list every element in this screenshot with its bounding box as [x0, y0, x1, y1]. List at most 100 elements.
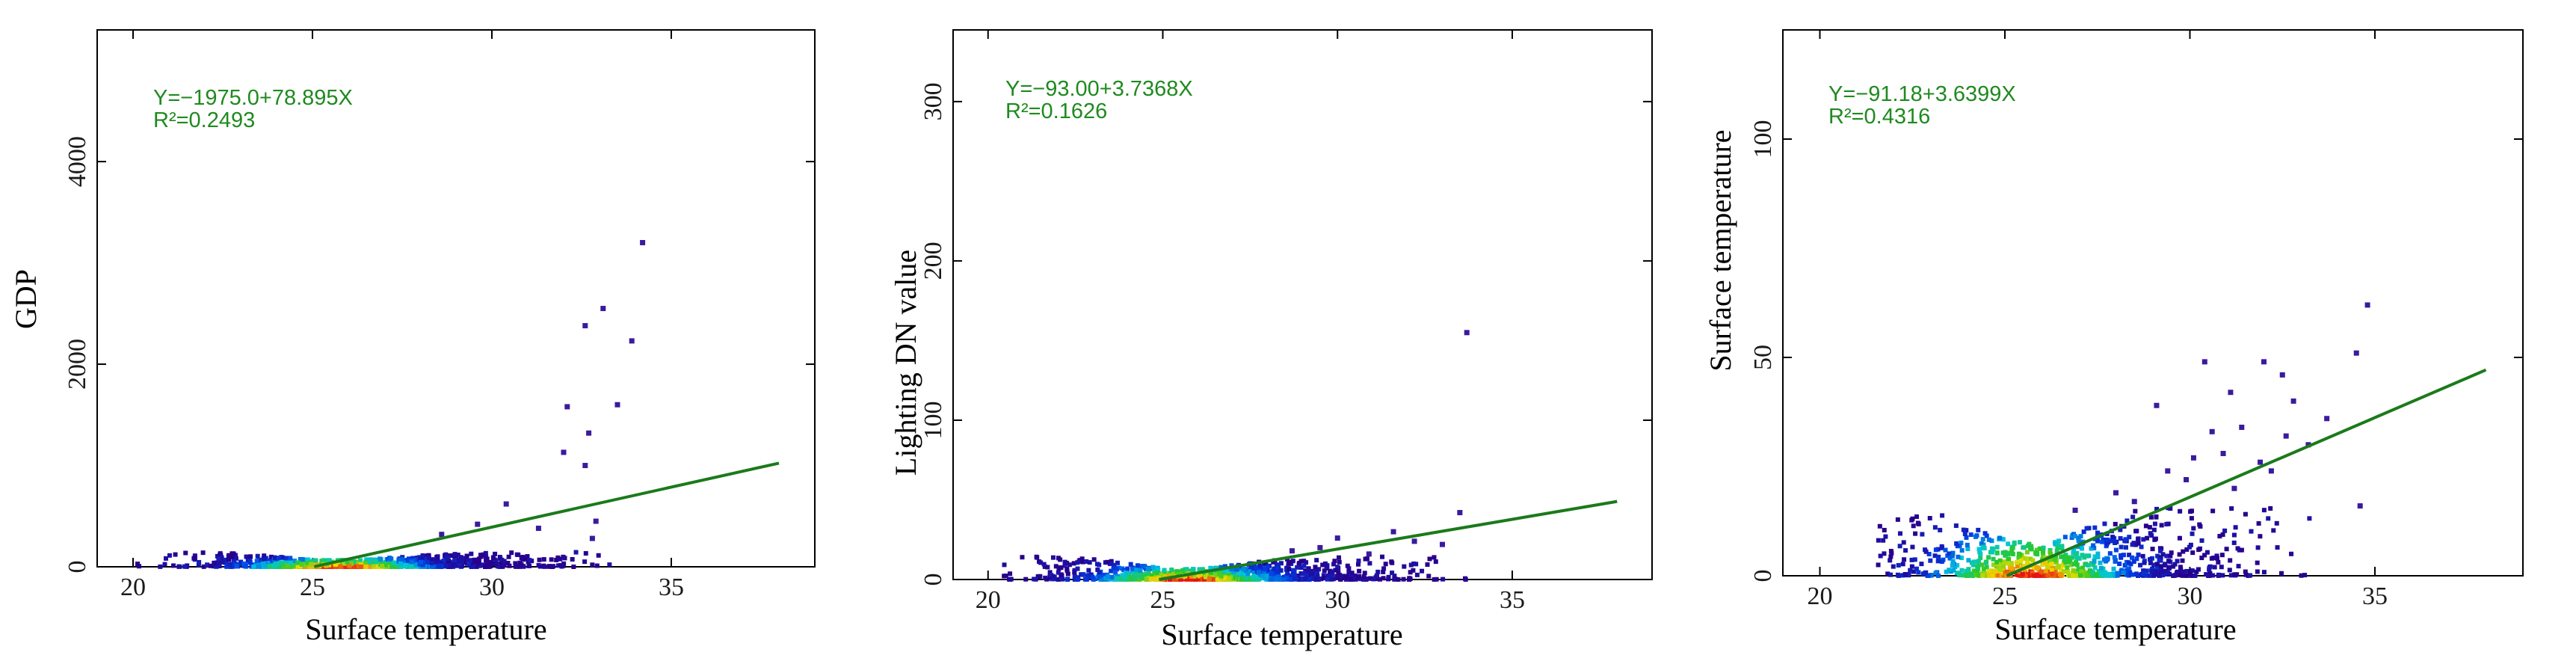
scatter-cell	[280, 555, 286, 560]
scatter-cell	[1966, 558, 1971, 563]
scatter-cell	[1059, 565, 1064, 571]
scatter-cell	[2150, 547, 2155, 552]
r-squared: R²=0.1626	[1005, 99, 1107, 123]
scatter-cell	[1955, 544, 1960, 549]
scatter-cell	[308, 562, 313, 568]
scatter-cell	[1982, 571, 1988, 576]
scatter-cell	[1056, 577, 1061, 582]
scatter-point	[2357, 503, 2363, 509]
scatter-cell	[1970, 562, 1976, 568]
scatter-cell	[1144, 577, 1149, 582]
scatter-cell	[1357, 574, 1362, 579]
scatter-cell	[1062, 563, 1067, 568]
scatter-cell	[1909, 557, 1914, 562]
scatter-cell	[502, 559, 507, 564]
scatter-cell	[1272, 571, 1278, 577]
scatter-cell	[1427, 556, 1432, 562]
regression-line	[1159, 499, 1618, 581]
x-tick-label: 35	[2362, 582, 2388, 610]
scatter-cell	[1090, 574, 1095, 580]
scatter-cell	[269, 564, 274, 569]
scatter-cell	[1950, 553, 1955, 559]
scatter-cell	[2006, 556, 2012, 562]
scatter-cell	[2256, 521, 2261, 526]
scatter-point	[600, 306, 606, 312]
scatter-cell	[1316, 577, 1322, 582]
scatter-cell	[452, 552, 457, 557]
scatter-cell	[2060, 563, 2065, 568]
scatter-cell	[1891, 564, 1896, 569]
scatter-cell	[2102, 521, 2107, 526]
scatter-cell	[1130, 567, 1136, 572]
scatter-point	[593, 518, 599, 524]
scatter-cell	[1256, 570, 1261, 575]
scatter-cell	[1097, 562, 1102, 568]
scatter-cell	[2148, 573, 2154, 578]
scatter-cell	[1314, 558, 1319, 563]
scatter-cell	[2158, 570, 2163, 575]
scatter-cell	[1348, 577, 1353, 582]
scatter-cell	[1285, 570, 1290, 575]
scatter-cell	[1981, 567, 1986, 572]
scatter-cell	[1065, 571, 1070, 577]
scatter-cell	[1086, 568, 1091, 573]
scatter-cell	[345, 559, 350, 565]
scatter-cell	[1222, 576, 1227, 581]
scatter-cell	[2085, 553, 2090, 559]
scatter-cell	[2166, 570, 2171, 575]
scatter-cell	[2074, 562, 2080, 568]
scatter-cell	[358, 564, 363, 569]
scatter-cell	[1032, 577, 1037, 582]
scatter-cell	[1197, 568, 1202, 574]
scatter-cell	[1888, 572, 1894, 577]
scatter-cell	[1286, 573, 1291, 578]
scatter-cell	[469, 558, 475, 563]
x-tick-label: 20	[976, 586, 1001, 614]
scatter-cell	[385, 560, 390, 565]
scatter-cell	[549, 565, 555, 569]
scatter-cell	[2158, 548, 2163, 553]
scatter-cell	[425, 564, 430, 569]
scatter-cell	[1901, 540, 1906, 545]
scatter-cell	[1115, 576, 1120, 581]
scatter-cell	[1167, 577, 1172, 582]
scatter-cell	[2017, 540, 2022, 545]
scatter-cell	[1236, 571, 1242, 576]
scatter-cell	[2154, 506, 2160, 511]
scatter-cell	[1245, 569, 1251, 574]
scatter-cell	[292, 558, 298, 563]
scatter-cell	[1972, 559, 1977, 565]
scatter-cell	[2041, 545, 2046, 550]
scatter-cell	[1986, 537, 1991, 542]
scatter-cell	[1336, 570, 1341, 575]
scatter-point	[2209, 428, 2215, 434]
scatter-cell	[1234, 576, 1239, 581]
scatter-point	[2165, 468, 2171, 474]
scatter-cell	[368, 564, 373, 569]
scatter-cell	[2233, 525, 2238, 530]
scatter-cell	[1239, 577, 1245, 582]
scatter-cell	[197, 559, 202, 565]
scatter-cell	[1295, 573, 1301, 578]
scatter-cell	[2134, 571, 2139, 577]
scatter-cell	[484, 554, 489, 559]
scatter-cell	[449, 553, 455, 559]
scatter-cell	[1935, 573, 1941, 578]
scatter-cell	[2061, 554, 2066, 559]
scatter-cell	[398, 564, 404, 569]
scatter-cell	[2163, 562, 2168, 568]
scatter-cell	[1231, 573, 1236, 578]
scatter-cell	[403, 563, 408, 568]
scatter-cell	[1313, 565, 1318, 570]
scatter-cell	[358, 558, 363, 563]
scatter-cell	[1974, 570, 1979, 575]
scatter-cell	[1141, 564, 1147, 569]
scatter-cell	[1112, 562, 1117, 568]
scatter-cell	[1371, 577, 1376, 582]
scatter-cell	[2045, 564, 2050, 569]
scatter-cell	[2231, 532, 2237, 538]
scatter-cell	[2110, 538, 2115, 544]
scatter-cell	[1035, 555, 1040, 560]
regression-equation: Y=−1975.0+78.895X	[153, 86, 353, 110]
scatter-cell	[1956, 571, 1962, 577]
